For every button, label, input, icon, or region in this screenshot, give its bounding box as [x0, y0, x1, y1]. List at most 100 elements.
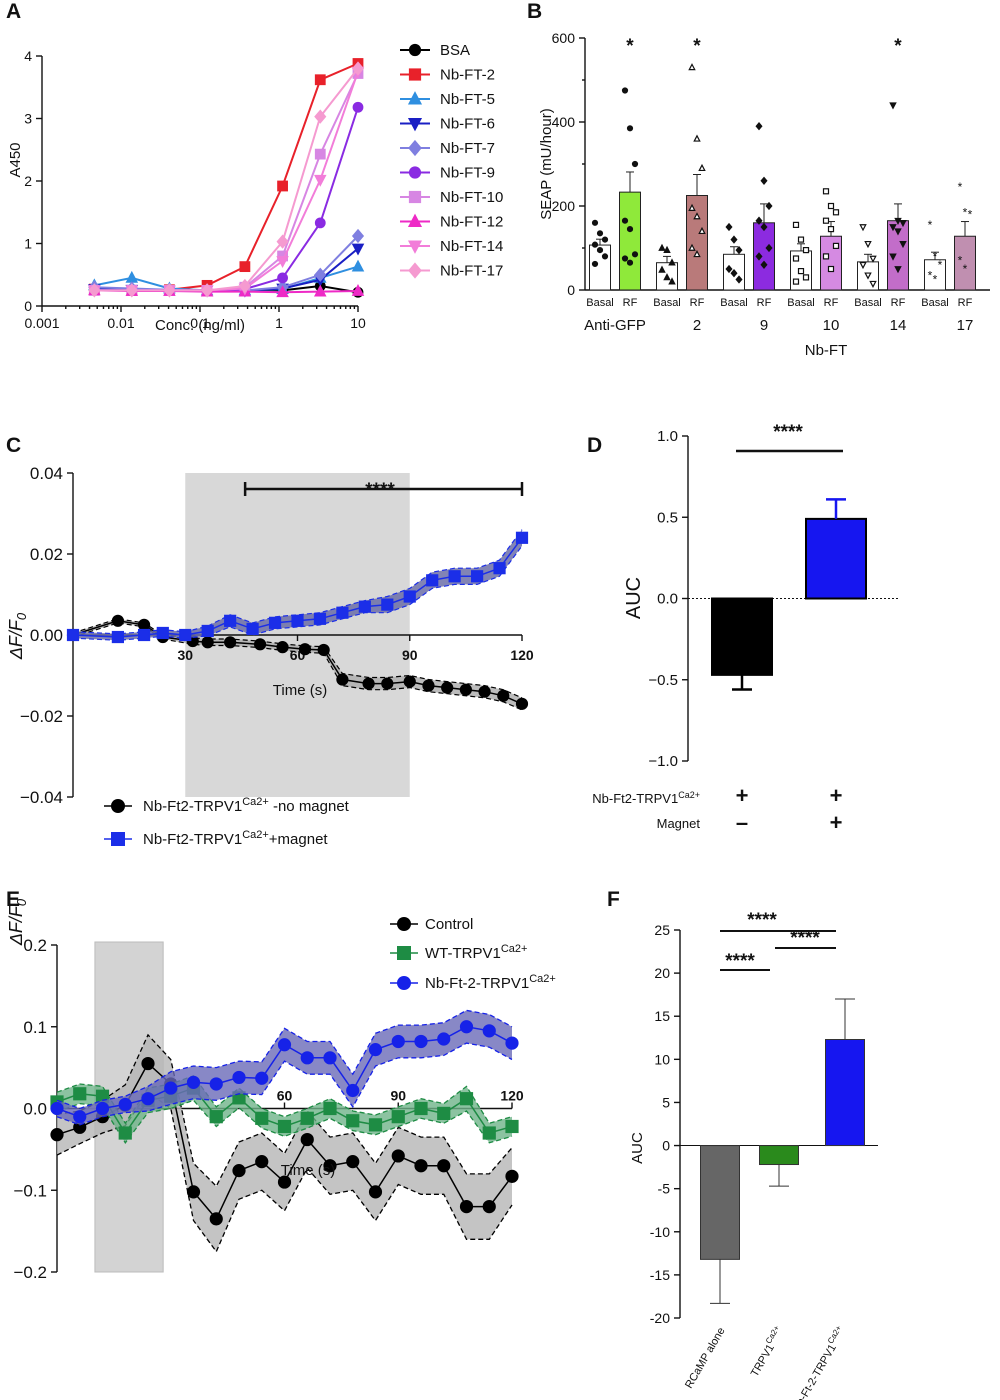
- panel-e-point-2: [232, 1070, 246, 1085]
- panel-c-point-circle: [201, 636, 214, 649]
- panel-b-plot: 0 200 400 600 Basal RF * Anti-GFP Basal RF * 2 Basal…: [552, 30, 990, 334]
- legend-marker-Nb-FT-9: [408, 166, 422, 179]
- panel-e-point-2: [300, 1051, 314, 1065]
- panel-b-point-Anti-GFP: [631, 160, 639, 168]
- panel-c-significance: ****: [365, 480, 395, 501]
- panel-e-point-1: [391, 1110, 405, 1124]
- panel-a-legend: BSA Nb-FT-2 Nb-FT-5 Nb-FT-6 Nb-FT-7 Nb-FT-9 Nb…: [400, 42, 503, 280]
- panel-label-e: E: [6, 888, 20, 911]
- panel-e-point-2: [414, 1034, 428, 1049]
- panel-e-point-2: [459, 1020, 474, 1034]
- panel-b-point-14: [889, 224, 897, 232]
- panel-c-point-circle: [478, 685, 491, 698]
- panel-b-point-Anti-GFP: [596, 247, 604, 254]
- panel-e-point-2: [209, 1077, 223, 1091]
- panel-a-ytick-label: 4: [24, 48, 32, 64]
- panel-c-ylabel: ΔF/F0: [6, 612, 29, 660]
- panel-f-significance-1: ****: [747, 910, 777, 931]
- panel-e-point-1: [368, 1118, 383, 1132]
- panel-b-point-17: *: [963, 205, 968, 219]
- legend-label-nbft2: Nb-Ft-2-TRPV1Ca2+: [425, 973, 556, 992]
- panel-e-point-2: [437, 1032, 451, 1046]
- panel-b-bar-label: RF: [958, 297, 973, 309]
- panel-a-point-Nb-FT-6: [351, 243, 365, 256]
- panel-c-point-circle: [253, 638, 267, 651]
- panel-b-bar-label: Basal: [854, 297, 882, 309]
- panel-f-ytick-label: 10: [654, 1051, 670, 1067]
- panel-b-group-label: 9: [760, 317, 768, 334]
- panel-b-significance-14: *: [894, 36, 902, 57]
- panel-label-a: A: [6, 0, 21, 23]
- panel-e-point-2: [50, 1101, 64, 1116]
- panel-c-legend: Nb-Ft2-TRPV1Ca2+ -no magnet Nb-Ft2-TRPV1…: [104, 796, 350, 848]
- panel-e-xtick-label: 90: [390, 1088, 406, 1104]
- panel-label-d: D: [587, 434, 602, 457]
- panel-c-xlabel: Time (s): [273, 682, 327, 699]
- legend-label-no-magnet: Nb-Ft2-TRPV1Ca2+ -no magnet: [143, 796, 350, 815]
- panel-b-point-2: [688, 203, 696, 211]
- panel-d-bar-1: [711, 597, 773, 676]
- panel-e-point-0: [323, 1159, 337, 1173]
- panel-c-point-square: [448, 570, 461, 583]
- panel-a-xtick-label: 10: [350, 315, 366, 331]
- panel-b-point-17: *: [928, 268, 933, 282]
- legend-marker-nbft2: [397, 976, 411, 990]
- panel-b-point-Anti-GFP: [621, 87, 629, 94]
- panel-e-point-1: [209, 1110, 223, 1124]
- panel-e-point-0: [437, 1159, 451, 1173]
- panel-label-b: B: [527, 0, 542, 23]
- panel-b-point-Anti-GFP: [601, 253, 609, 260]
- panel-b-point-Anti-GFP: [591, 219, 599, 226]
- panel-b-point-Anti-GFP: [621, 217, 629, 224]
- panel-b-group-label: 2: [693, 317, 701, 334]
- panel-b-point-9: [730, 269, 738, 278]
- panel-c-point-circle: [459, 683, 472, 696]
- panel-a-point-Nb-FT-9: [352, 101, 364, 113]
- panel-e-point-0: [505, 1169, 519, 1183]
- panel-b: 0 200 400 600 Basal RF * Anti-GFP Basal RF * 2 Basal…: [538, 30, 990, 359]
- legend-marker-BSA: [408, 43, 422, 57]
- panel-e-point-2: [323, 1051, 337, 1065]
- panel-f-ytick-label: 5: [662, 1094, 670, 1110]
- panel-c-point-square: [515, 531, 529, 544]
- panel-b-point-Anti-GFP: [596, 230, 604, 237]
- panel-b-point-14: [889, 102, 897, 110]
- panel-c-point-square: [403, 590, 416, 603]
- panel-f-ytick-label: 20: [654, 965, 670, 981]
- panel-b-point-2: [698, 163, 706, 172]
- panel-a-point-Nb-FT-14: [314, 174, 327, 187]
- panel-e-point-1: [118, 1126, 132, 1140]
- panel-a-point-Nb-FT-2: [277, 180, 288, 192]
- panel-d-sign-1-2: +: [830, 783, 843, 808]
- panel-b-point-10: [827, 226, 835, 233]
- panel-b-point-14: [864, 240, 872, 249]
- legend-marker-control: [397, 917, 411, 931]
- panel-e-point-1: [459, 1092, 474, 1106]
- panel-b-point-9: [730, 235, 738, 244]
- panel-c-ytick-label: 0.04: [30, 464, 63, 483]
- panel-c-point-square: [246, 622, 259, 636]
- panel-b-point-2: [688, 63, 696, 71]
- panel-e-point-0: [414, 1159, 428, 1173]
- panel-d-ytick-label: 0.0: [657, 591, 678, 608]
- panel-e-point-2: [346, 1083, 360, 1098]
- panel-c-ytick-label: 0.00: [30, 626, 63, 645]
- legend-label-Nb-FT-17: Nb-FT-17: [440, 263, 503, 280]
- panel-c-point-square: [358, 600, 371, 613]
- legend-marker-wt: [397, 946, 411, 960]
- panel-a-point-Nb-FT-9: [314, 217, 326, 229]
- panel-e: 0.20.10.0−0.1−0.2306090120 Time (s) ΔF/F…: [6, 898, 556, 1282]
- panel-e-point-2: [164, 1081, 178, 1095]
- panel-c-point-square: [224, 614, 237, 627]
- panel-e-point-1: [414, 1101, 428, 1116]
- panel-e-point-0: [346, 1155, 360, 1169]
- panel-d-bar-2: [805, 517, 867, 600]
- panel-b-point-17: *: [963, 262, 968, 276]
- panel-b-point-10: [797, 236, 805, 243]
- panel-b-point-9: [760, 260, 768, 269]
- panel-f-ytick-label: -5: [658, 1181, 671, 1197]
- panel-c-point-circle: [111, 614, 125, 627]
- panel-f-bar-3: [825, 1039, 865, 1147]
